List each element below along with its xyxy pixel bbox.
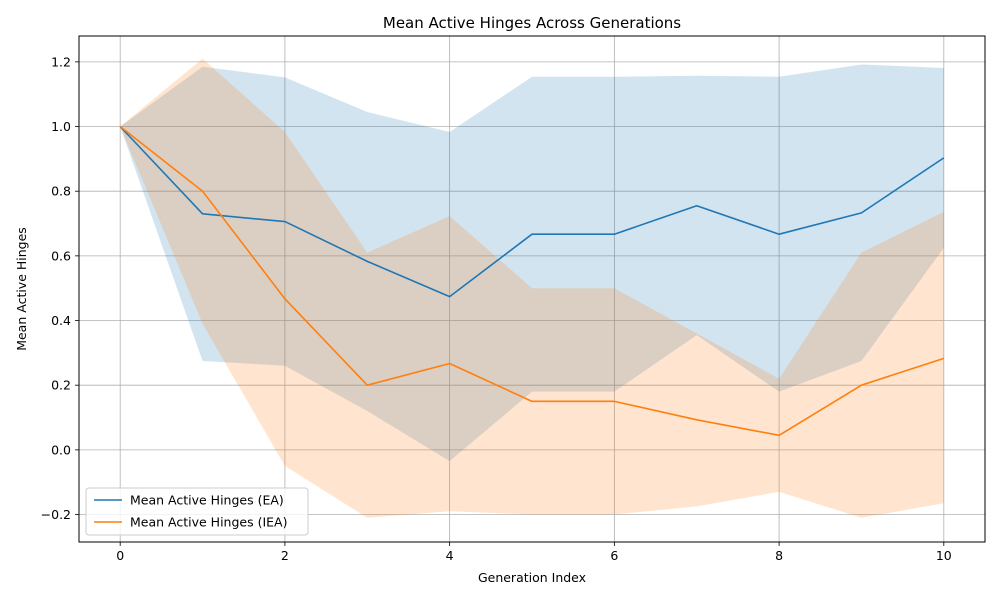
confidence-bands [120,58,944,518]
y-axis-label: Mean Active Hinges [14,227,29,351]
y-tick-label: 0.8 [51,184,71,199]
y-tick-label: 0.2 [51,378,71,393]
line-series-1 [119,125,945,437]
axis-ticks: 0 2 4 6 8 10 −0.2 0.0 0.2 0.4 0.6 0.8 1.0 1.2 [41,54,952,563]
y-tick-label: 1.2 [51,54,71,69]
x-tick-label: 2 [281,548,289,563]
x-axis-label: Generation Index [478,570,586,585]
x-tick-label: 6 [610,548,618,563]
band-series-0 [120,64,944,462]
y-tick-label: 1.0 [51,119,71,134]
y-tick-label: −0.2 [41,507,71,522]
chart-title: Mean Active Hinges Across Generations [383,14,681,32]
legend-box [85,487,309,536]
y-tick-label: 0.0 [51,442,71,457]
x-tick-label: 10 [936,548,952,563]
grid [79,36,985,542]
band-series-1 [120,58,944,518]
x-tick-label: 0 [116,548,124,563]
plot-frame [78,35,986,543]
series-lines [119,125,945,437]
legend-label-1: Mean Active Hinges (IEA) [130,515,287,530]
legend-label-0: Mean Active Hinges (EA) [130,493,284,508]
x-tick-label: 8 [775,548,783,563]
legend: Mean Active Hinges (EA) Mean Active Hinge… [85,487,309,536]
x-tick-label: 4 [446,548,454,563]
line-series-0 [119,125,945,298]
y-tick-label: 0.6 [51,248,71,263]
y-tick-label: 0.4 [51,313,71,328]
